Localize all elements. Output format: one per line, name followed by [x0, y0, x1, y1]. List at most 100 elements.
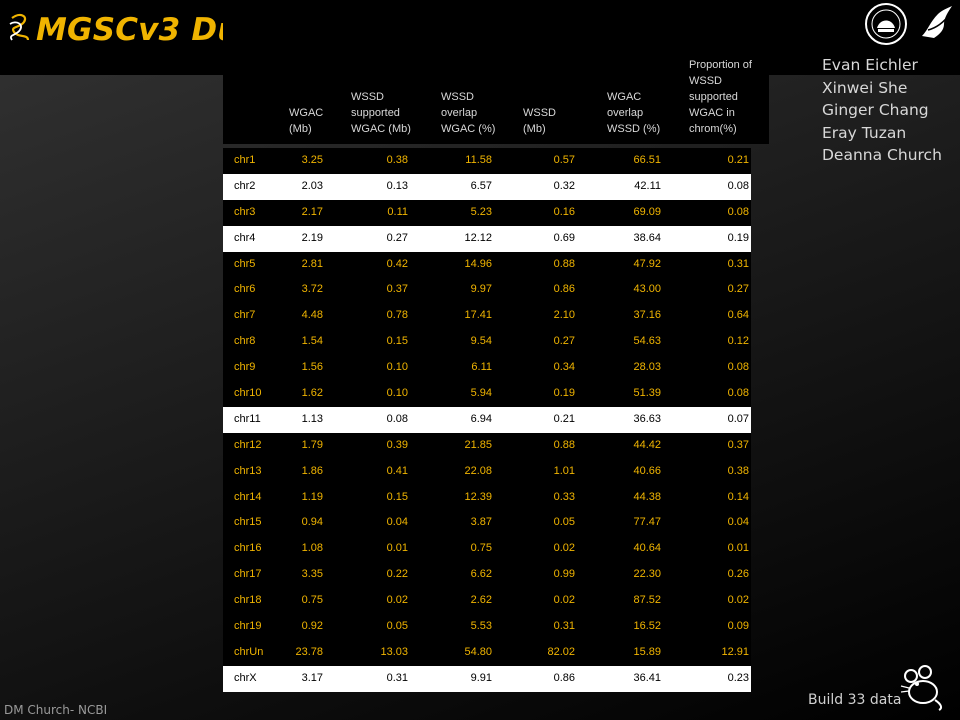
table-cell: 16.52: [633, 620, 661, 633]
table-cell: 0.86: [553, 671, 575, 684]
table-cell: 12.39: [464, 490, 492, 503]
table-cell: 0.12: [727, 335, 749, 348]
table-cell: 0.08: [727, 361, 749, 374]
column-header: WGAC (Mb): [289, 107, 324, 135]
hhs-eagle-icon: [922, 6, 952, 38]
table-cell: 0.07: [727, 412, 749, 425]
row-label-background: [223, 665, 289, 692]
table-cell: 1.62: [301, 387, 323, 400]
table-cell: 44.42: [633, 438, 661, 451]
table-cell: 3.72: [301, 283, 323, 296]
table-cell: 0.08: [727, 205, 749, 218]
table-cell: 0.41: [386, 464, 408, 477]
table-cell: 0.38: [727, 464, 749, 477]
mouse-icon: [900, 665, 943, 711]
table-cell: 0.19: [727, 231, 749, 244]
table-cell: 0.15: [386, 490, 408, 503]
table-cell: 1.13: [301, 412, 323, 425]
table-cell: 6.62: [470, 568, 492, 581]
column-header: WSSD (Mb): [523, 107, 556, 135]
table-row: chr18 0.75 0.02 2.62 0.02 87.52 0.02: [223, 588, 751, 615]
table-row: chr15 0.94 0.04 3.87 0.05 77.47 0.04: [223, 510, 751, 537]
table-cell: 2.10: [553, 309, 575, 322]
table-cell: 0.37: [727, 438, 749, 451]
table-row: chr6 3.72 0.37 9.97 0.86 43.00 0.27: [223, 277, 751, 304]
author-name: Ginger Chang: [822, 101, 929, 119]
table-cell: 0.69: [553, 231, 575, 244]
table-cell: 11.58: [465, 154, 492, 166]
row-label-background: [223, 329, 289, 356]
table-cell: 0.31: [386, 671, 408, 684]
chromosome-label: chr16: [234, 542, 262, 555]
table-cell: 0.05: [553, 516, 575, 529]
table-cell: 0.22: [386, 568, 408, 581]
table-row: chr9 1.56 0.10 6.11 0.34 28.03 0.08: [223, 355, 751, 382]
table-cell: 0.21: [553, 412, 575, 425]
table-row: chrX 3.17 0.31 9.91 0.86 36.41 0.23: [223, 665, 751, 692]
column-header: WSSD overlap WGAC (%): [441, 91, 496, 135]
table-cell: 0.09: [727, 620, 749, 633]
table-cell: 2.17: [301, 205, 323, 218]
chromosome-label: chr17: [234, 568, 262, 581]
author-list: Evan Eichler Xinwei She Ginger Chang Era…: [822, 54, 942, 167]
footer-credit: DM Church- NCBI: [4, 703, 108, 717]
table-cell: 1.86: [301, 464, 323, 477]
row-label-background: [223, 148, 289, 174]
table-cell: 0.01: [727, 542, 749, 555]
table-cell: 22.30: [633, 568, 661, 581]
chromosome-label: chr1: [234, 154, 256, 166]
table-cell: 0.05: [386, 620, 408, 633]
chromosome-label: chr7: [234, 309, 256, 322]
row-label-background: [223, 381, 289, 407]
row-label-background: [223, 406, 289, 433]
row-label-background: [223, 199, 289, 226]
row-label-background: [223, 251, 289, 278]
column-header: Proportion of WSSD supported WGAC in chr…: [689, 59, 752, 135]
chromosome-label: chr6: [234, 283, 256, 296]
table-cell: 28.03: [633, 361, 661, 374]
table-cell: 2.03: [301, 179, 323, 192]
table-cell: 1.79: [301, 438, 323, 451]
table-cell: 51.39: [633, 387, 661, 400]
table-cell: 0.37: [386, 283, 408, 296]
table-cell: 77.47: [633, 516, 661, 529]
table-cell: 5.94: [470, 387, 492, 400]
chromosome-label: chr15: [234, 516, 262, 529]
table-row: chr11 1.13 0.08 6.94 0.21 36.63 0.07: [223, 406, 751, 433]
table-cell: 0.10: [386, 361, 408, 374]
row-highlight: [289, 225, 751, 252]
chromosome-label: chr4: [234, 231, 256, 244]
chromosome-label: chrX: [234, 671, 257, 684]
table-cell: 37.16: [633, 309, 661, 322]
table-cell: 0.02: [553, 594, 575, 607]
column-header: WGAC overlap WSSD (%): [607, 91, 661, 135]
row-label-background: [223, 173, 289, 200]
row-label-background: [223, 303, 289, 330]
table-cell: 0.75: [470, 542, 492, 555]
table-cell: 40.66: [633, 464, 661, 477]
row-label-background: [223, 614, 289, 640]
table-cell: 12.91: [721, 645, 749, 658]
table-cell: 0.31: [553, 620, 575, 633]
row-label-background: [223, 225, 289, 252]
table-cell: 1.08: [301, 542, 323, 555]
table-cell: 5.23: [470, 205, 492, 218]
table-cell: 9.54: [470, 335, 492, 348]
table-cell: 0.23: [727, 671, 749, 684]
table-cell: 1.56: [301, 361, 323, 374]
table-cell: 21.85: [464, 438, 492, 451]
table-row: chr10 1.62 0.10 5.94 0.19 51.39 0.08: [223, 381, 751, 407]
table-cell: 2.62: [470, 594, 492, 607]
table-cell: 2.81: [301, 257, 323, 270]
row-label-background: [223, 432, 289, 459]
table-row: chr1 3.25 0.38 11.58 0.57 66.51 0.21: [223, 148, 751, 174]
chromosome-label: chr5: [234, 257, 256, 270]
table-cell: 0.27: [553, 335, 575, 348]
table-cell: 0.01: [386, 542, 408, 555]
table-cell: 0.14: [727, 490, 749, 503]
table-cell: 0.57: [553, 154, 575, 166]
row-label-background: [223, 458, 289, 485]
table-cell: 0.04: [386, 516, 408, 529]
table-cell: 42.11: [634, 179, 661, 192]
table-row: chrUn 23.78 13.03 54.80 82.02 15.89 12.91: [223, 639, 751, 666]
